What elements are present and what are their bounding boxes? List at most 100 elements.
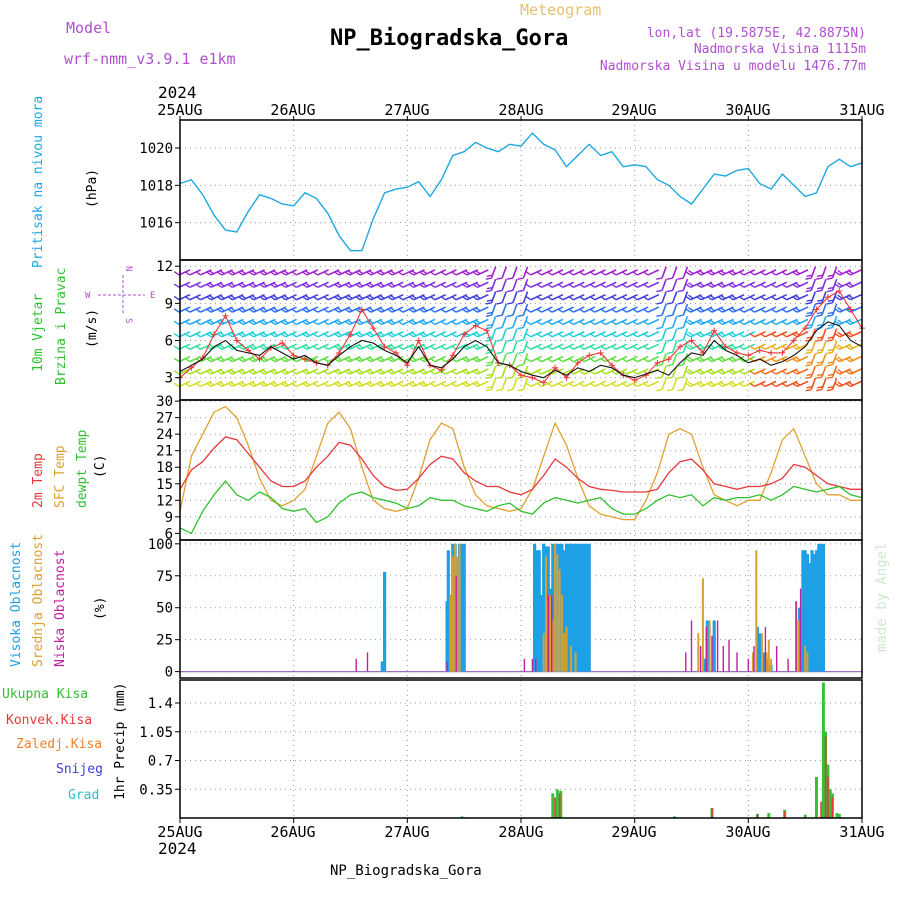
wind-barb-flag [261, 319, 268, 324]
wind-barb-flag [834, 345, 841, 350]
wind-barb-icon [387, 269, 404, 276]
wind-barb-shaft [562, 318, 574, 326]
wind-barb-flag [421, 294, 428, 300]
wind-barb-flag [781, 332, 787, 338]
wind-barb-flag [546, 283, 553, 288]
wind-barb-flag [666, 339, 673, 342]
wind-barb-shaft [732, 269, 745, 276]
wind-barb-flag [791, 271, 798, 276]
wind-barb-icon [642, 293, 660, 301]
model-label: Model [66, 19, 111, 37]
cloud-bar [583, 543, 587, 672]
wind-barb-shaft [850, 269, 862, 276]
wind-barb-icon [666, 328, 678, 342]
wind-barb-flag [227, 308, 233, 313]
wind-barb-icon [557, 281, 574, 289]
wind-barb-shaft [732, 281, 745, 289]
wind-barb-flag [496, 314, 503, 318]
wind-barb-flag [269, 320, 276, 326]
cloud-bar [712, 620, 716, 672]
wind-barb-flag [656, 314, 663, 318]
wind-barb-flag [429, 320, 436, 326]
wind-barb-flag [205, 370, 212, 375]
wind-barb-flag [845, 357, 851, 363]
wind-barb-flag [421, 356, 428, 361]
panel-frames: 1016101810203691269121518212427300255075… [139, 116, 863, 823]
wind-barb-flag [283, 307, 289, 312]
credit-text: made by Angel [874, 542, 890, 652]
wind-barb-icon [815, 377, 827, 392]
wind-barb-icon [749, 281, 766, 289]
wind-barb-flag [184, 308, 191, 313]
wind-barb-icon [759, 269, 777, 276]
wind-barb-shaft [317, 318, 329, 326]
cloud-bar [770, 658, 773, 672]
wind-barb-icon [805, 278, 817, 293]
wind-barb-shaft [594, 331, 606, 338]
wind-barb-icon [759, 281, 777, 289]
wind-barb-flag [411, 368, 417, 374]
wind-barb-shaft [423, 318, 436, 326]
wind-barb-shaft [189, 331, 201, 338]
wind-barb-icon [517, 278, 529, 293]
wind-barb-icon [312, 380, 329, 388]
sfc-temp-line [179, 405, 862, 521]
wind-barb-flag [656, 351, 663, 355]
wind-barb-flag [173, 332, 180, 338]
wind-barb-flag [474, 269, 481, 275]
wind-barb-icon [738, 293, 756, 301]
y-tick-label: 6 [165, 334, 173, 350]
wind-barb-flag [389, 331, 396, 337]
wind-barb-icon [546, 380, 564, 388]
wind-barb-icon [642, 380, 660, 388]
wind-barb-flag [251, 319, 257, 324]
bottom-date-label: 27AUG [384, 823, 429, 841]
wind-barb-icon [485, 377, 497, 392]
wind-barb-flag [387, 382, 393, 388]
y-tick-label: 1016 [139, 216, 173, 232]
wind-barb-icon [738, 331, 756, 338]
wind-gust-marker [483, 327, 490, 334]
wind-barb-flag [464, 294, 470, 300]
wind-barb-shaft [490, 303, 497, 316]
wind-barb-flag [568, 345, 574, 350]
wind-barb-icon [600, 281, 617, 289]
precip-label-2: Konvek.Kisa [6, 713, 92, 728]
wind-barb-shaft [810, 365, 817, 378]
wind-barb-flag [323, 295, 329, 301]
wind-barb-flag [304, 368, 311, 374]
wind-barb-shaft [490, 278, 497, 291]
wind-barb-shaft [573, 380, 585, 388]
wind-barb-shaft [551, 355, 564, 363]
cloud-bar [690, 620, 693, 672]
wind-barb-icon [632, 281, 649, 289]
wind-barb-flag [557, 345, 564, 350]
wind-barb-flag [333, 370, 340, 375]
wind-barb-icon [568, 293, 585, 301]
wind-barb-flag [173, 382, 180, 388]
wind-barb-icon [440, 380, 457, 388]
wind-barb-flag [240, 282, 247, 287]
wind-barb-flag [496, 364, 503, 367]
wind-gust-marker [211, 331, 218, 338]
wind-barb-flag [397, 370, 404, 375]
wind-barb-icon [656, 315, 667, 330]
wind-barb-flag [677, 364, 684, 367]
wind-barb-flag [610, 370, 617, 375]
wind-barb-shaft [821, 291, 827, 304]
wind-barb-shaft [810, 266, 817, 279]
wind-barb-flag [506, 289, 513, 293]
wind-barb-shaft [189, 318, 201, 326]
wind-barb-flag [379, 307, 385, 312]
wind-barb-shaft [562, 293, 574, 301]
cloud-bar [797, 620, 800, 672]
wind-barb-shaft [434, 355, 447, 363]
wind-barb-flag [376, 357, 382, 363]
wind-barb-icon [642, 343, 660, 350]
wind-barb-flag [589, 283, 596, 288]
wind-barb-shaft [671, 291, 678, 304]
wind-barb-icon [173, 331, 191, 338]
wind-barb-flag [291, 283, 297, 288]
wind-barb-flag [464, 368, 470, 374]
wind-barb-flag [815, 388, 822, 392]
